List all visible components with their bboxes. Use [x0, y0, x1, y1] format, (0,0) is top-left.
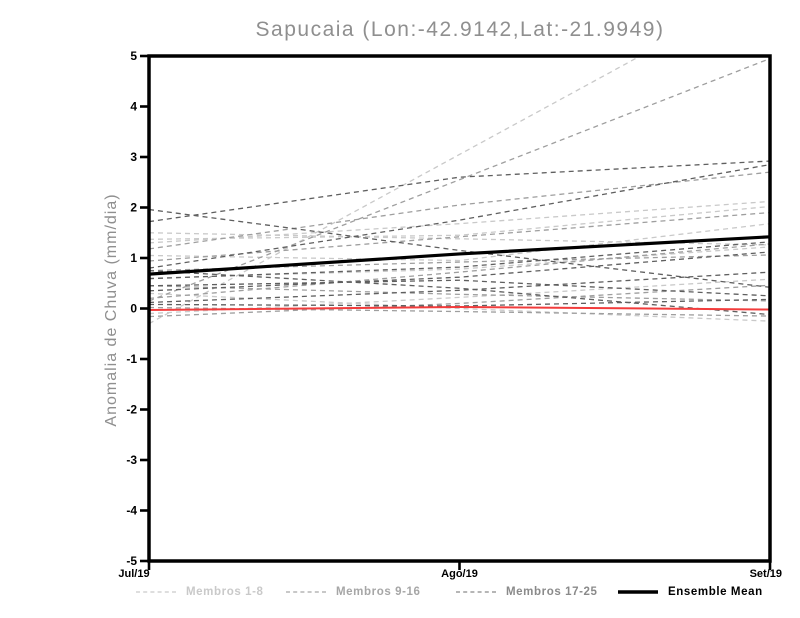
legend-line-sample-dashed: [456, 591, 496, 593]
legend: Membros 1-8 Membros 9-16 Membros 17-25 E…: [0, 584, 800, 604]
member-line: [149, 241, 770, 280]
x-tick-label: Set/19: [750, 568, 782, 580]
member-line: [149, 269, 770, 316]
member-line: [149, 211, 770, 262]
y-tick-label: -5: [126, 554, 137, 568]
legend-line-sample-solid: [618, 590, 658, 594]
member-line: [149, 160, 770, 223]
member-line: [149, 298, 770, 307]
legend-line-sample-dashed: [136, 591, 176, 593]
y-tick-label: 4: [130, 100, 137, 114]
legend-line-sample-dashed: [286, 591, 326, 593]
member-line: [149, 200, 770, 244]
legend-item-membros-17-25: Membros 17-25: [455, 584, 598, 600]
y-tick-label: 0: [130, 302, 137, 316]
y-tick-label: -4: [126, 504, 137, 518]
reference-zero-line: [149, 305, 770, 312]
legend-label: Membros 17-25: [506, 586, 598, 598]
legend-label: Membros 9-16: [336, 586, 421, 598]
member-line: [149, 223, 770, 262]
legend-label: Membros 1-8: [186, 586, 264, 598]
member-line: [149, 205, 770, 240]
member-line: [149, 271, 770, 304]
series-lines: [149, 56, 770, 325]
legend-label: Ensemble Mean: [668, 586, 763, 598]
member-line: [149, 243, 770, 300]
x-tick-label: Jul/19: [118, 568, 149, 580]
legend-item-membros-9-16: Membros 9-16: [285, 584, 421, 600]
member-line: [149, 284, 770, 318]
member-line: [149, 285, 770, 302]
y-tick-label: 5: [130, 49, 137, 63]
y-tick-label: 2: [130, 201, 137, 215]
legend-item-membros-1-8: Membros 1-8: [135, 584, 264, 600]
y-tick-label: -1: [126, 352, 137, 366]
member-line: [149, 57, 770, 302]
member-line: [149, 279, 770, 297]
y-tick-label: 3: [130, 150, 137, 164]
y-tick-label: -2: [126, 403, 137, 417]
y-tick-label: 1: [130, 251, 137, 265]
y-tick-label: -3: [126, 453, 137, 467]
ensemble-mean-line: [149, 235, 770, 276]
legend-item-ensemble-mean: Ensemble Mean: [617, 584, 763, 600]
member-line: [149, 163, 770, 269]
x-tick-label: Ago/19: [441, 568, 478, 580]
chart-title: Sapucaia (Lon:-42.9142,Lat:-21.9949): [255, 18, 665, 41]
member-line: [149, 251, 770, 292]
